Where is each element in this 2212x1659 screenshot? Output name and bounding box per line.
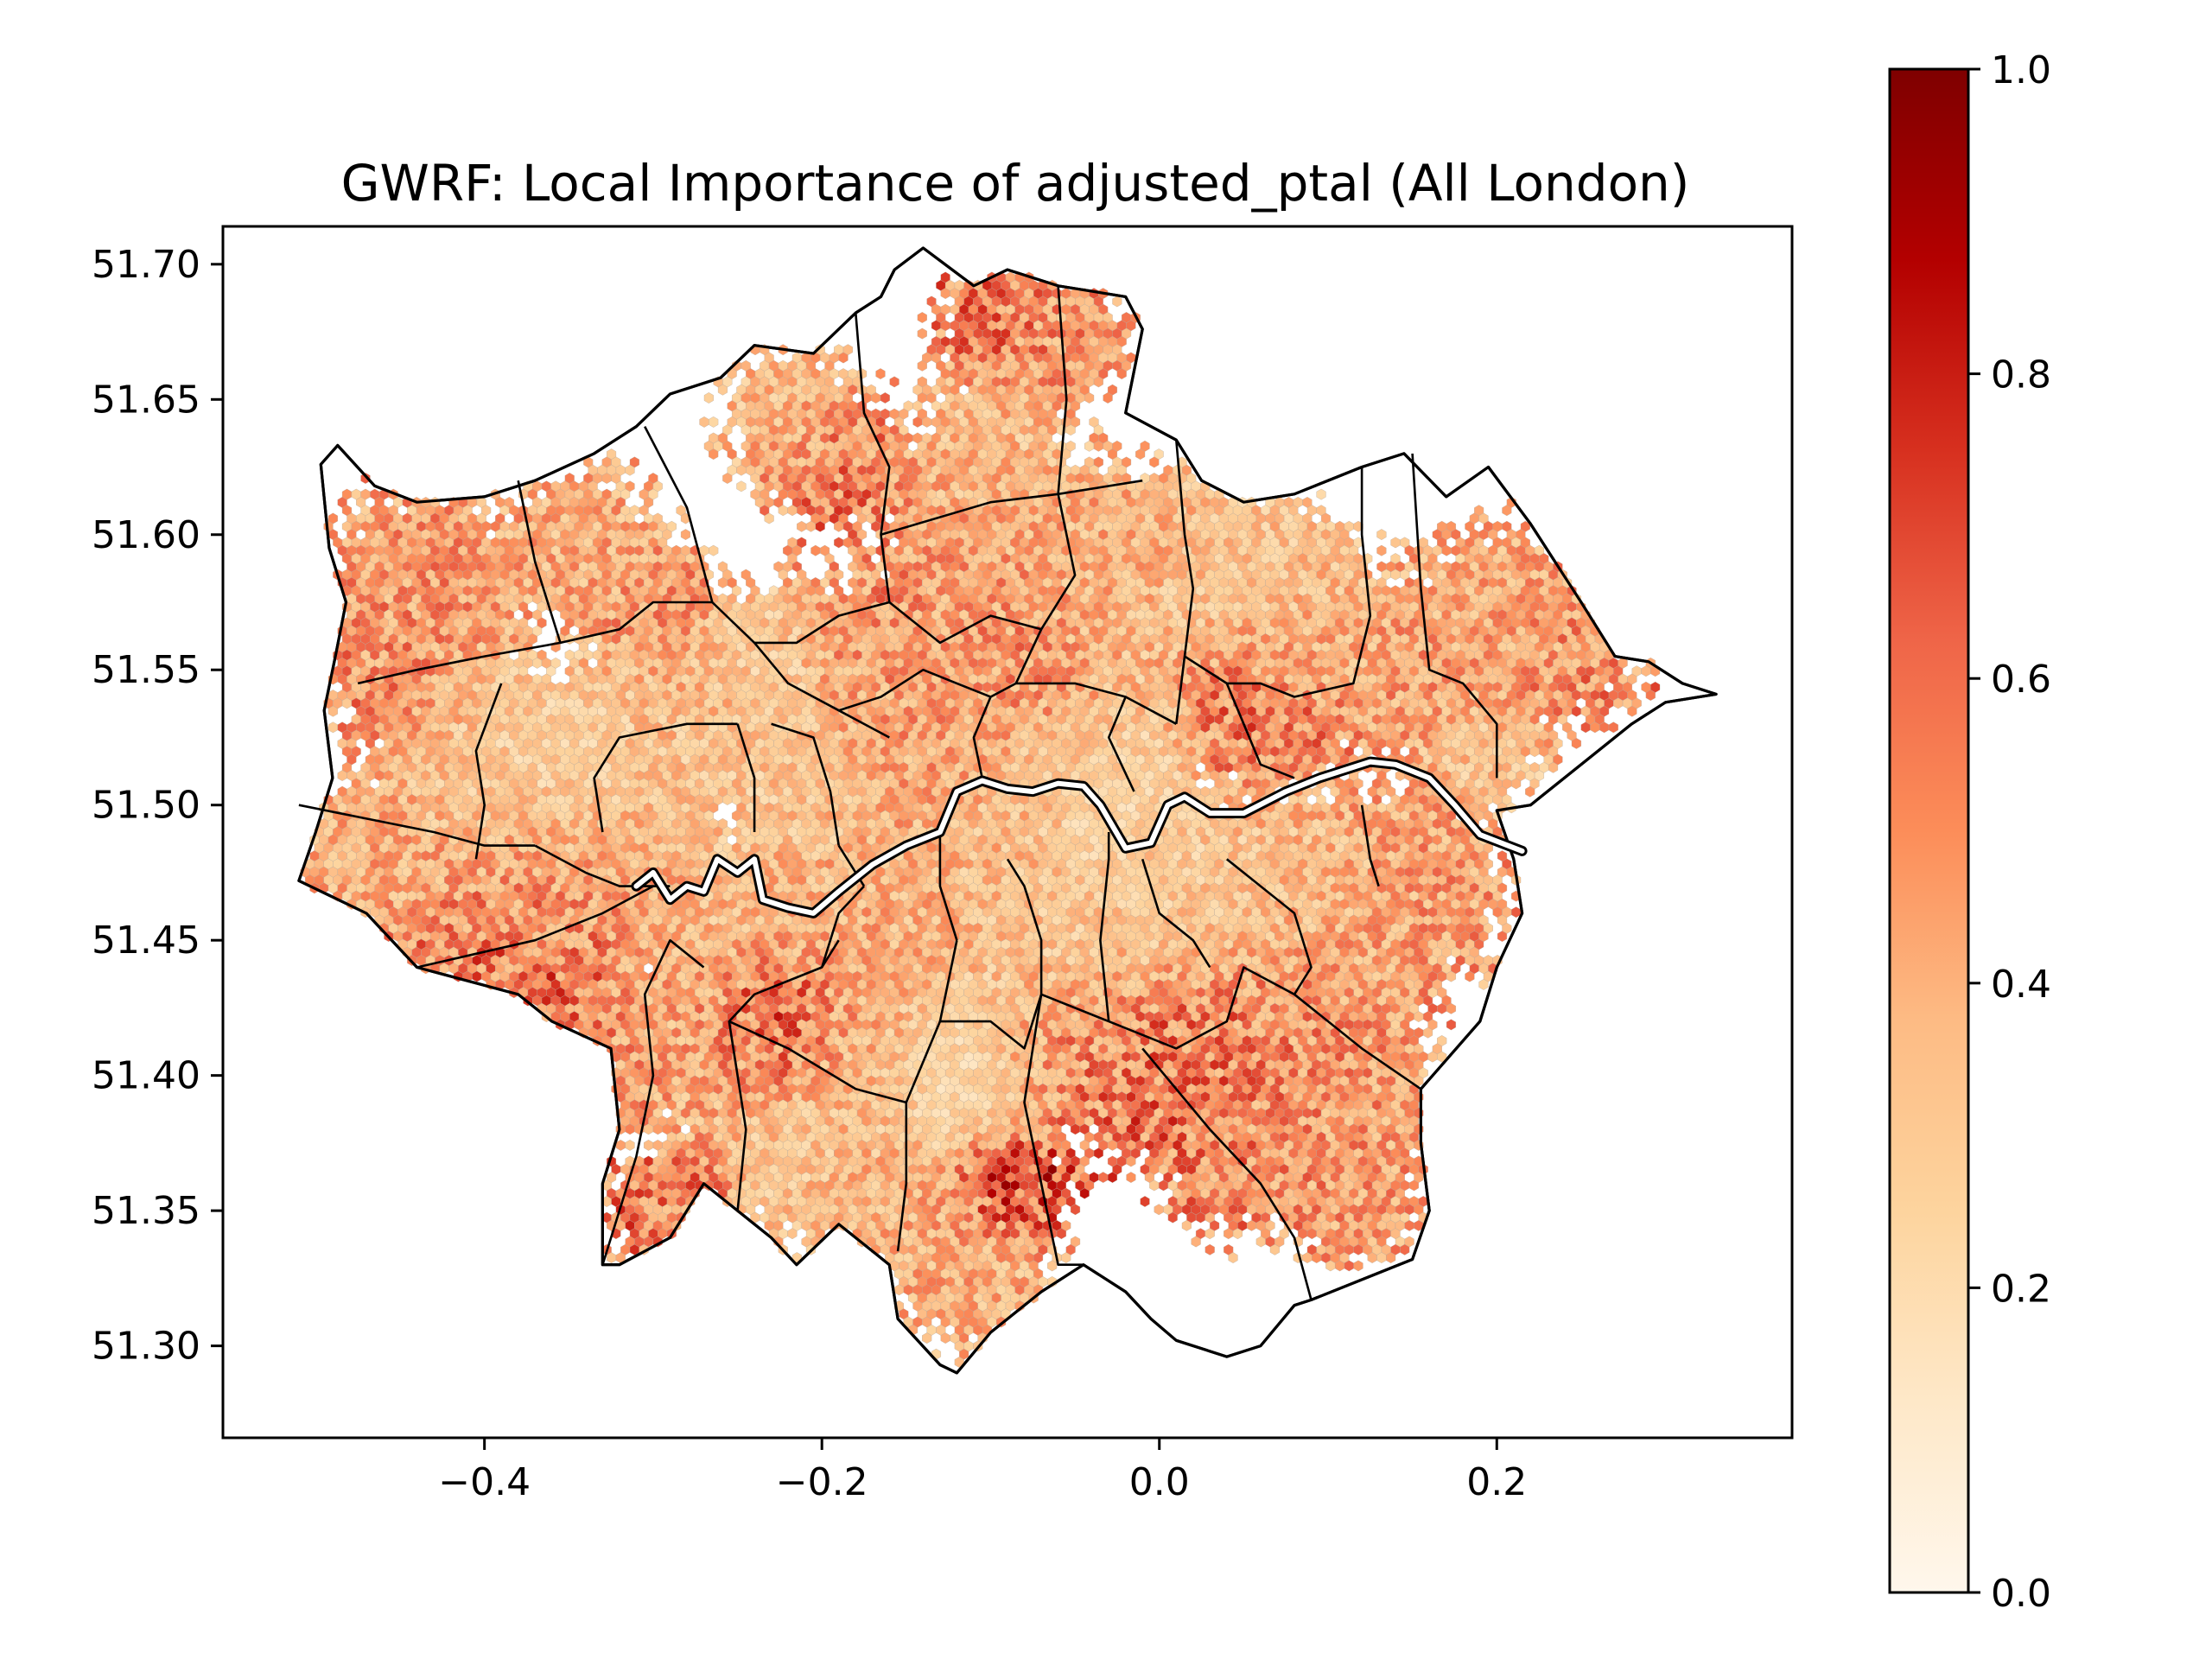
hex-cell (917, 327, 927, 340)
hex-cell (917, 312, 927, 323)
map-title: GWRF: Local Importance of adjusted_ptal … (341, 154, 1690, 213)
hex-cell (1093, 376, 1103, 388)
hex-cell (1084, 392, 1095, 404)
hex-cell (917, 359, 927, 372)
hex-cell (1116, 368, 1127, 380)
hex-cell (717, 384, 728, 396)
hex-cell (703, 392, 714, 404)
hex-cell (1103, 392, 1113, 404)
hex-cell (1112, 296, 1122, 308)
hex-cell (875, 368, 886, 380)
hexbin-layer (300, 271, 1661, 1368)
hex-cell (889, 376, 899, 388)
map-area (297, 246, 1718, 1375)
hex-cell (838, 352, 849, 364)
hex-cell (880, 392, 890, 404)
